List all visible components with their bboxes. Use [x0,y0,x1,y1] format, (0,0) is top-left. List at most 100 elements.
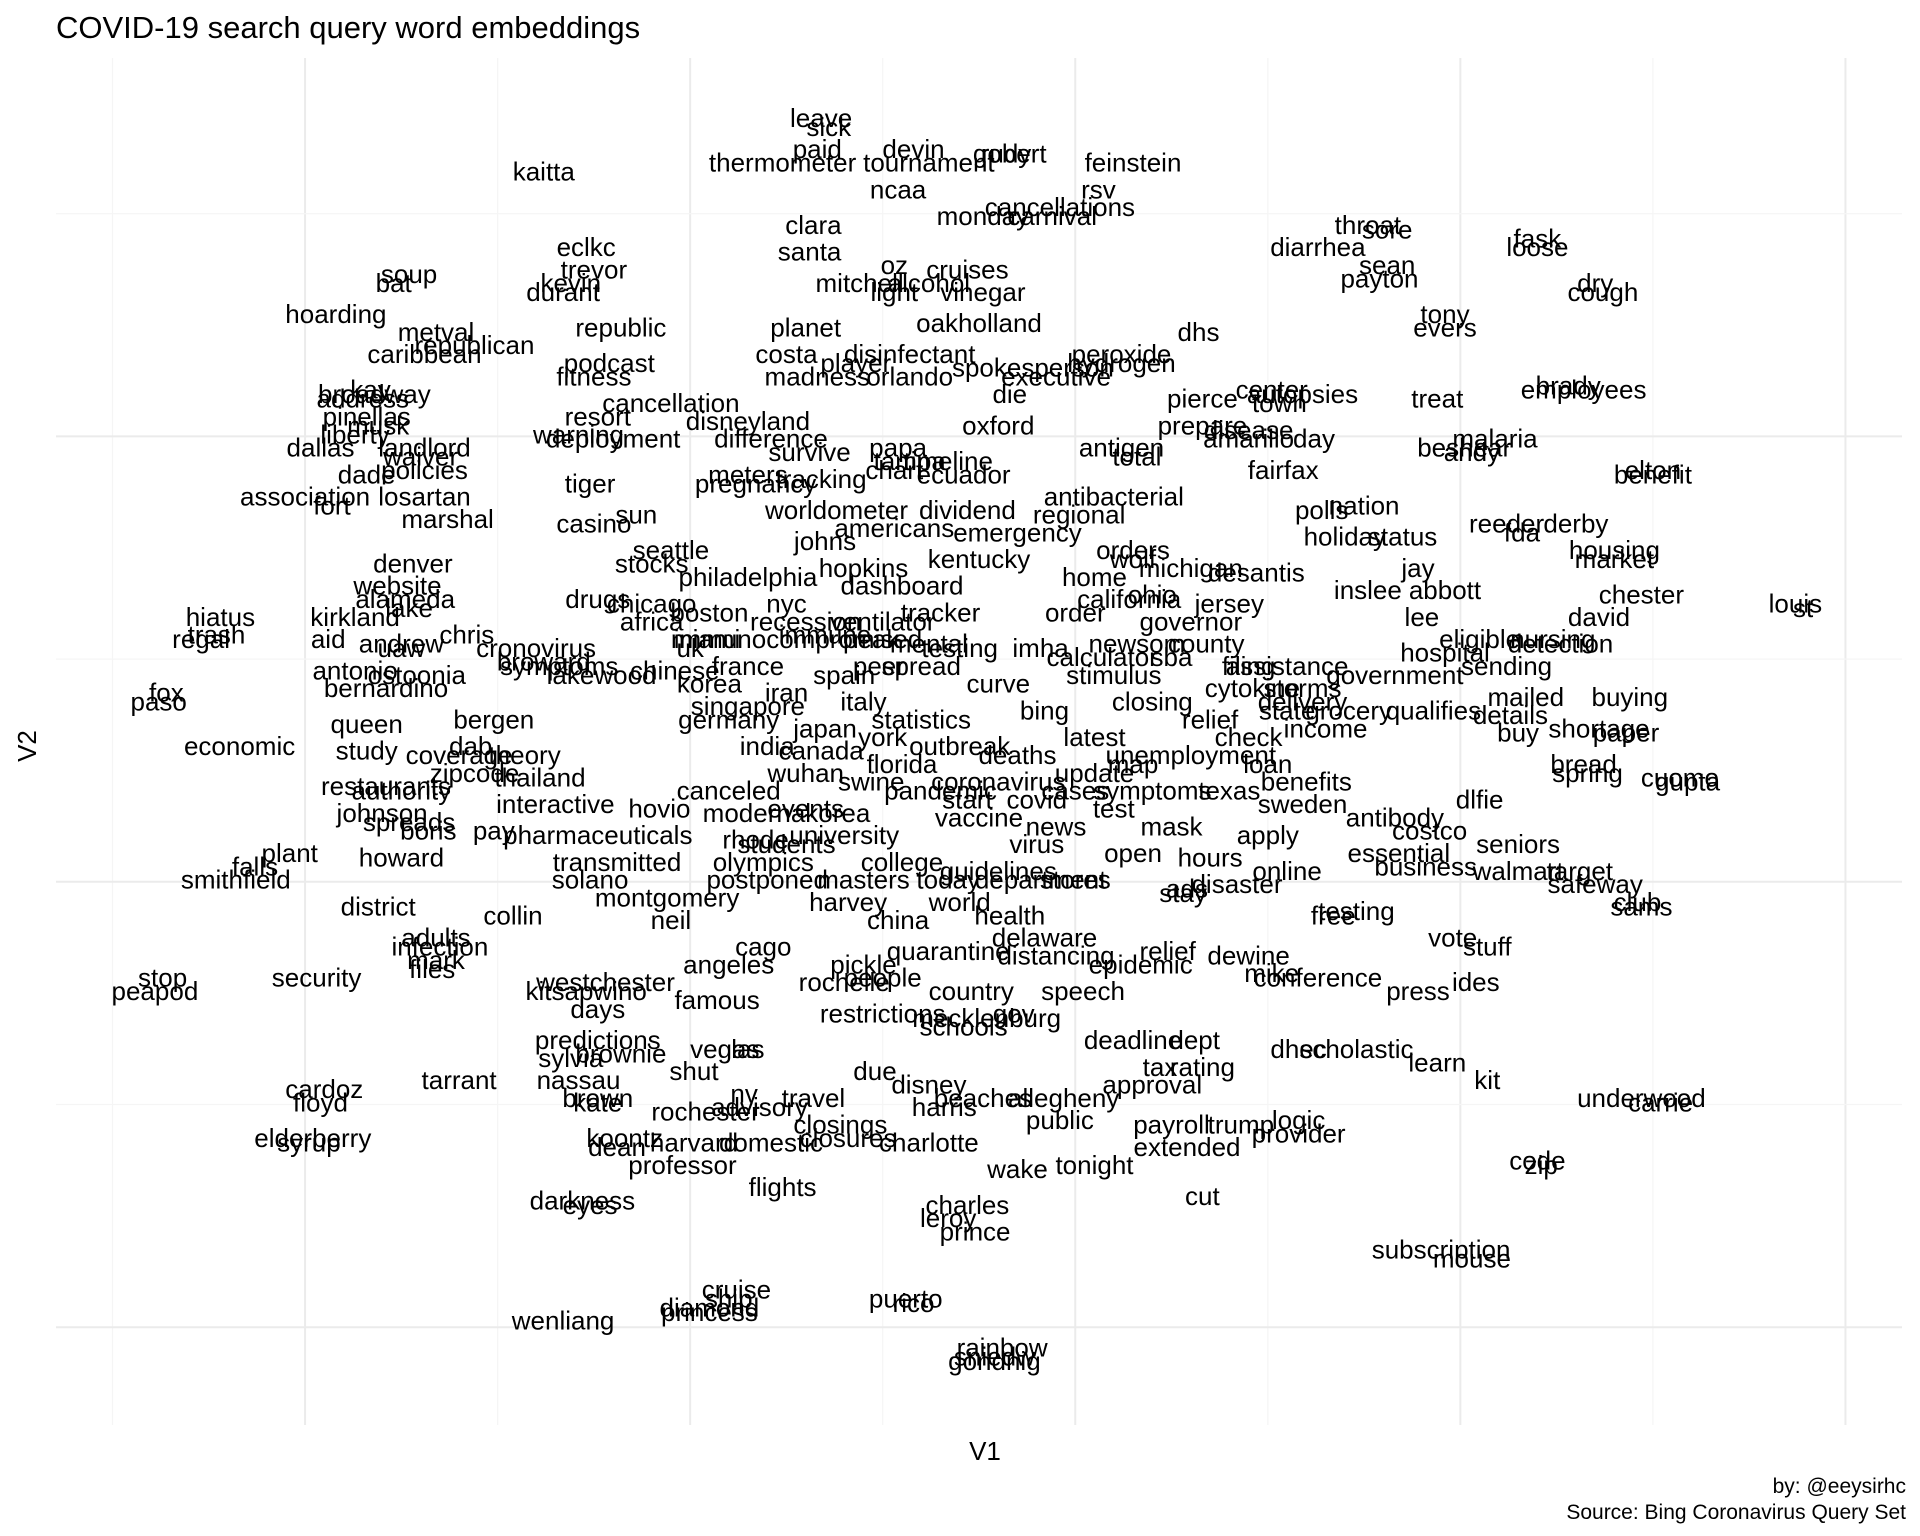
word-label: iran [765,678,808,708]
caption: by: @eeysirhc Source: Bing Coronavirus Q… [1566,1474,1906,1526]
word-label: vote [1428,923,1477,953]
word-label: germany [678,704,779,734]
word-label: dept [1169,1025,1220,1055]
word-label: bing [1020,695,1069,725]
word-label: stores [1040,865,1111,895]
word-label: theory [488,740,560,770]
word-label: free [1311,900,1356,930]
word-label: amarillo [1203,424,1294,454]
word-label: dry [1577,268,1613,298]
word-label: player [820,348,891,378]
word-label: musk [347,410,410,440]
word-label: nv [730,1078,757,1108]
word-label: income [1284,713,1368,743]
word-label: ads [1166,874,1208,904]
word-label: leave [790,103,852,133]
word-label: sams [1610,891,1672,921]
word-label: peer [853,651,905,681]
word-label: podcast [564,348,656,378]
word-label: status [1368,522,1437,552]
word-label: hoarding [285,299,386,329]
word-label: disaster [1191,869,1282,899]
word-label: dashboard [841,571,964,601]
word-label: california [1077,584,1182,614]
word-label: county [1168,629,1245,659]
word-label: gobert [973,139,1047,169]
word-label: vegas [690,1034,759,1064]
word-label: brady [1536,370,1601,400]
word-label: david [1568,602,1630,632]
word-label: events [767,793,844,823]
word-label: ventilator [830,606,936,636]
word-label: chris [439,620,494,650]
word-label: johns [793,526,856,556]
word-label: town [1252,388,1307,418]
word-label: fairfax [1248,455,1319,485]
word-label: cough [1567,277,1638,307]
caption-author: by: @eeysirhc [1772,1475,1906,1498]
word-label: paso [131,686,187,716]
word-label: caribbean [367,339,481,369]
word-label: government [1326,660,1464,690]
word-label: canada [778,735,864,765]
word-label: symptoms [500,651,618,681]
word-label: open [1104,838,1162,868]
word-label: address [317,384,410,414]
word-label: modernakorea [703,798,871,828]
word-label: antibody [1346,802,1444,832]
word-label: andy [1444,437,1500,467]
word-label: mask [1140,811,1203,841]
word-label: sending [1461,651,1552,681]
word-label: holiday [1304,522,1386,552]
word-label: antonio [312,655,397,685]
word-label: charlotte [879,1127,979,1157]
word-label: hovio [628,793,690,823]
word-label: delaware [992,923,1098,953]
word-label: cago [735,931,791,961]
word-label: disneyland [686,406,810,436]
word-label: regal [172,624,230,654]
word-label: ohio [1128,580,1177,610]
word-label: leroy [920,1203,976,1233]
word-label: housing [1569,535,1660,565]
word-label: mitchell [816,268,904,298]
word-label: broadway [318,379,431,409]
word-label: domestic [719,1127,823,1157]
word-label: assistance [1226,651,1349,681]
word-label: travel [782,1083,846,1113]
word-label: association [240,482,370,512]
word-label: students [737,829,835,859]
word-label: sean [1359,250,1415,280]
word-label: bat [376,268,413,298]
word-label: swine [838,767,904,797]
word-label: liberty [320,419,389,449]
word-label: china [867,905,930,935]
word-label: soup [381,259,437,289]
word-label: rico [893,1288,935,1318]
word-label: tampa [874,446,947,476]
word-label: virus [1009,829,1064,859]
word-label: famous [674,985,759,1015]
word-label: louis [1769,588,1822,618]
word-label: beshear [1417,433,1511,463]
word-label: governor [1139,606,1242,636]
word-label: rhode [722,825,789,855]
word-label: hopkins [819,553,909,583]
word-label: canceled [677,776,781,806]
word-label: guidelines [940,856,1057,886]
word-label: lakewood [547,660,657,690]
word-label: wolf [1109,544,1157,574]
word-label: oxford [962,410,1034,440]
word-label: meters [708,459,787,489]
word-label: transmitted [553,847,682,877]
word-label: costa [755,339,818,369]
word-label: wake [986,1154,1048,1184]
word-label: infection [391,931,488,961]
word-label: landlord [378,433,471,463]
word-label: kaitta [513,156,576,186]
word-label: sore [1362,214,1413,244]
word-label: hospital [1400,637,1490,667]
word-label: press [1386,976,1450,1006]
word-label: business [1374,851,1477,881]
word-label: syrup [277,1127,341,1157]
